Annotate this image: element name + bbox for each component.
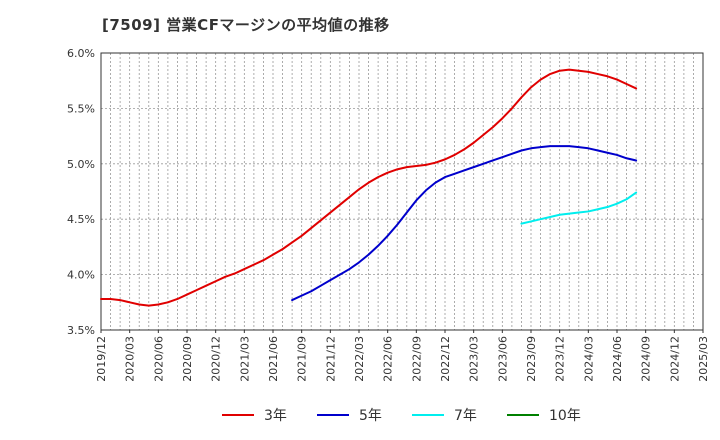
legend: 3年 5年 7年 10年 [222, 408, 581, 424]
x-tick-label: 2020/09 [181, 336, 194, 382]
grid [101, 53, 703, 330]
legend-label-1: 3年 [264, 408, 287, 424]
x-tick-label: 2020/06 [152, 336, 165, 382]
y-tick-label: 5.5% [67, 102, 95, 115]
x-tick-label: 2019/12 [95, 336, 108, 382]
plot-area [101, 53, 703, 330]
x-tick-label: 2020/12 [210, 336, 223, 382]
x-tick-label: 2022/06 [382, 336, 395, 382]
axes: 3.5% 4.0% 4.5% 5.0% 5.5% 6.0% 2019/12 2020/03 20… [67, 47, 710, 382]
series-lines [100, 68, 638, 307]
x-tick-label: 2023/09 [525, 336, 538, 382]
y-tick-label: 6.0% [67, 47, 95, 60]
legend-label-4: 10年 [549, 408, 581, 424]
x-tick-label: 2021/09 [296, 336, 309, 382]
x-tick-label: 2021/06 [267, 336, 280, 382]
legend-label-3: 7年 [454, 408, 477, 424]
series-line-1 [100, 68, 638, 307]
x-tick-label: 2023/12 [554, 336, 567, 382]
y-tick-label: 5.0% [67, 158, 95, 171]
x-tick-label: 2023/06 [496, 336, 509, 382]
y-tick-label: 3.5% [67, 324, 95, 337]
x-tick-label: 2022/09 [410, 336, 423, 382]
x-tick-label: 2024/12 [668, 336, 681, 382]
x-tick-label: 2024/03 [582, 336, 595, 382]
x-tick-label: 2025/03 [697, 336, 710, 382]
x-tick-label: 2022/12 [439, 336, 452, 382]
series-line-2 [291, 145, 638, 302]
x-tick-label: 2021/03 [238, 336, 251, 382]
x-tick-label: 2022/03 [353, 336, 366, 382]
legend-label-2: 5年 [359, 408, 382, 424]
x-tick-label: 2021/12 [324, 336, 337, 382]
plot-frame [100, 52, 704, 331]
y-tick-label: 4.5% [67, 213, 95, 226]
chart-title: [7509] 営業CFマージンの平均値の推移 [102, 16, 390, 34]
x-tick-label: 2024/06 [611, 336, 624, 382]
series-line-3 [520, 191, 638, 225]
x-tick-label: 2020/03 [124, 336, 137, 382]
x-tick-label: 2023/03 [468, 336, 481, 382]
x-tick-label: 2024/09 [640, 336, 653, 382]
y-tick-label: 4.0% [67, 269, 95, 282]
